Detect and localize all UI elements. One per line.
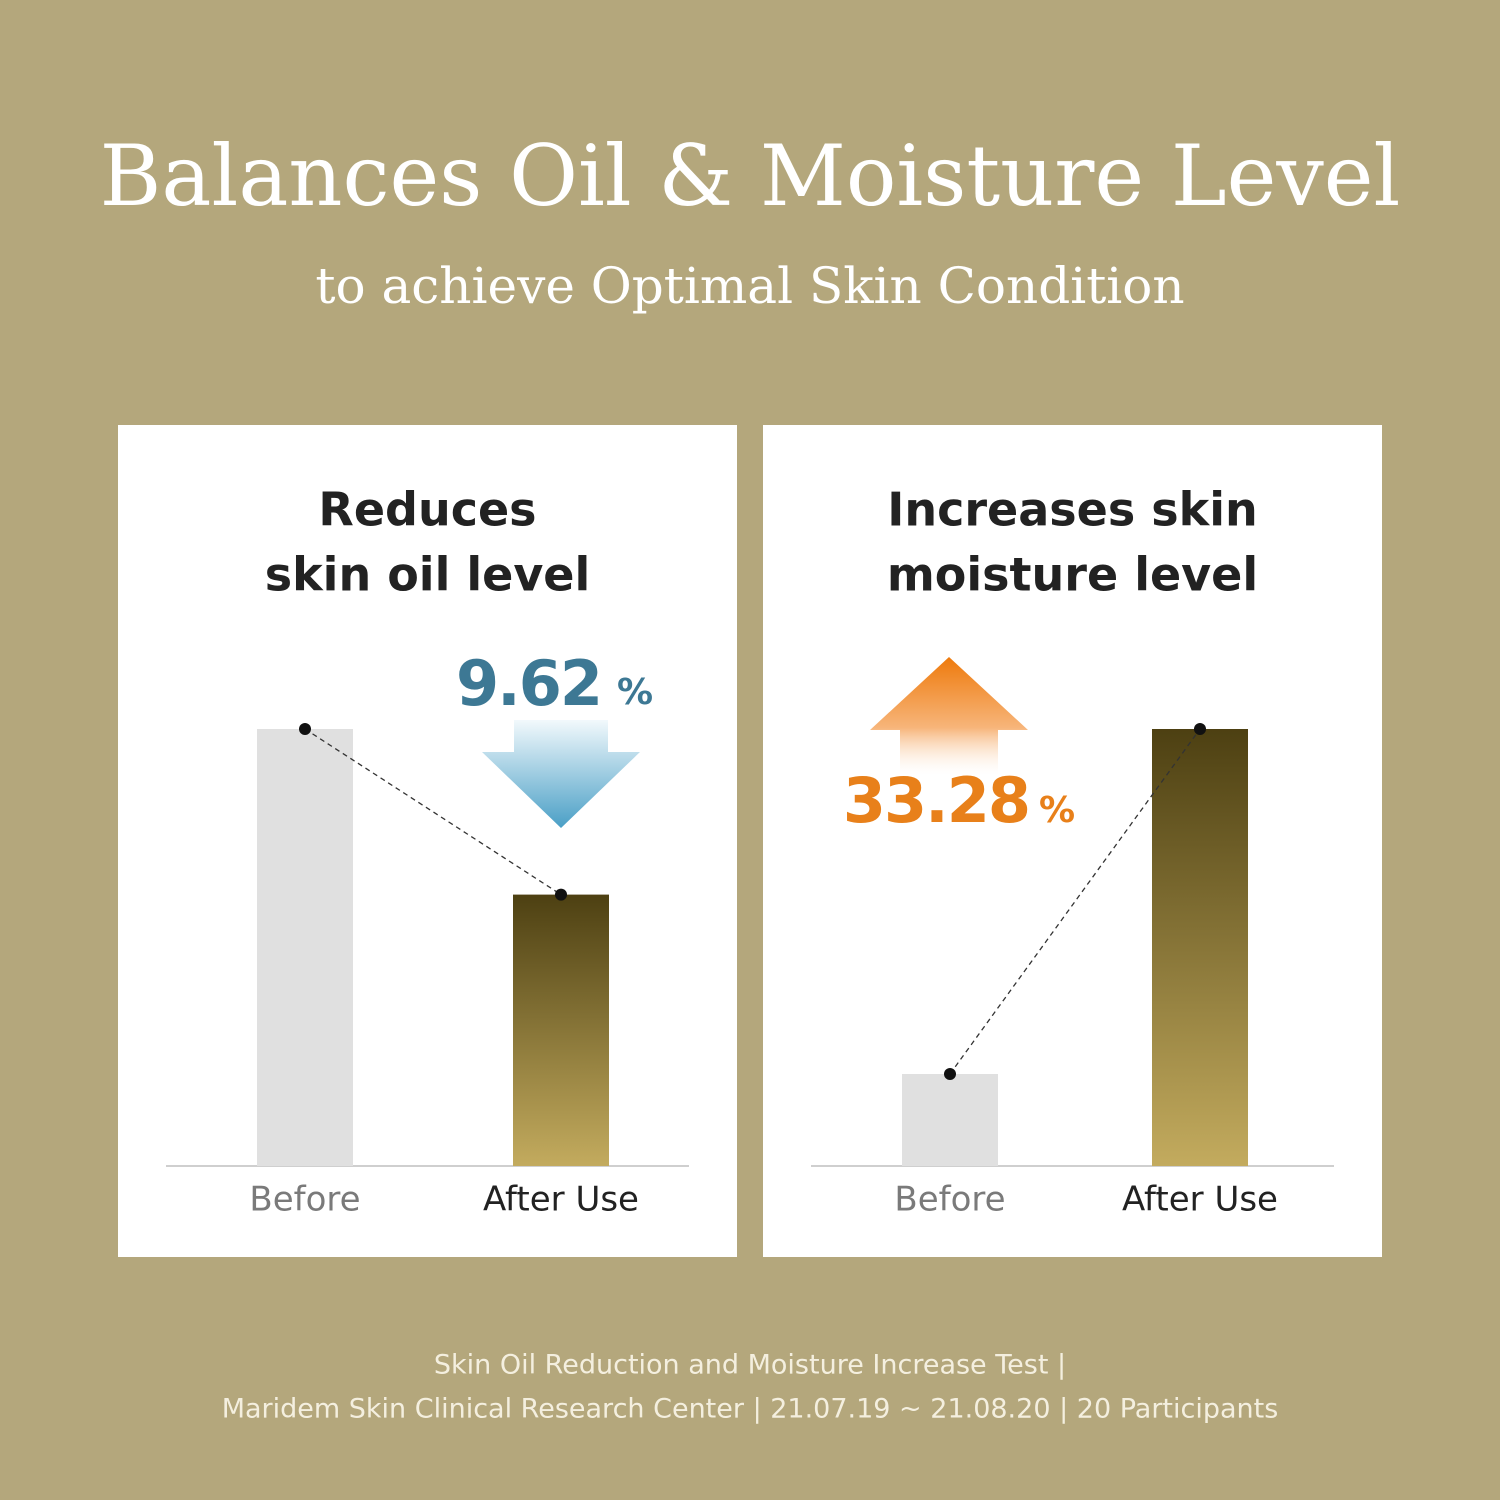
arrow xyxy=(482,720,640,828)
panel xyxy=(118,425,737,1257)
change-indicator: 33.28% xyxy=(843,657,1075,837)
x-tick-label: Before xyxy=(894,1180,1005,1220)
panel-title: Increases skin xyxy=(887,483,1258,537)
change-unit: % xyxy=(1039,790,1075,831)
change-unit: % xyxy=(617,672,653,713)
arrow xyxy=(870,657,1028,775)
title: Balances Oil & Moisture Level xyxy=(100,127,1401,225)
panel-title: skin oil level xyxy=(265,548,591,602)
point xyxy=(555,888,567,901)
subtitle: to achieve Optimal Skin Condition xyxy=(315,257,1184,315)
change-indicator: 9.62% xyxy=(456,647,653,828)
x-tick-label: Before xyxy=(249,1180,360,1220)
panel-title: Reduces xyxy=(318,483,536,537)
connector xyxy=(304,728,562,896)
panel xyxy=(763,425,1382,1257)
x-tick-label: After Use xyxy=(483,1180,639,1220)
point xyxy=(944,1068,956,1080)
change-value: 33.28 xyxy=(843,764,1029,837)
panel-title: moisture level xyxy=(887,548,1258,602)
connector xyxy=(949,728,1201,1075)
footer-line: Skin Oil Reduction and Moisture Increase… xyxy=(434,1350,1066,1381)
point xyxy=(1194,723,1206,735)
bar xyxy=(257,729,353,1166)
point xyxy=(299,723,311,735)
bar xyxy=(902,1074,998,1166)
footer-line: Maridem Skin Clinical Research Center | … xyxy=(222,1394,1279,1425)
bar xyxy=(513,894,609,1166)
x-tick-label: After Use xyxy=(1122,1180,1278,1220)
change-value: 9.62 xyxy=(456,647,601,720)
bar xyxy=(1152,729,1248,1166)
